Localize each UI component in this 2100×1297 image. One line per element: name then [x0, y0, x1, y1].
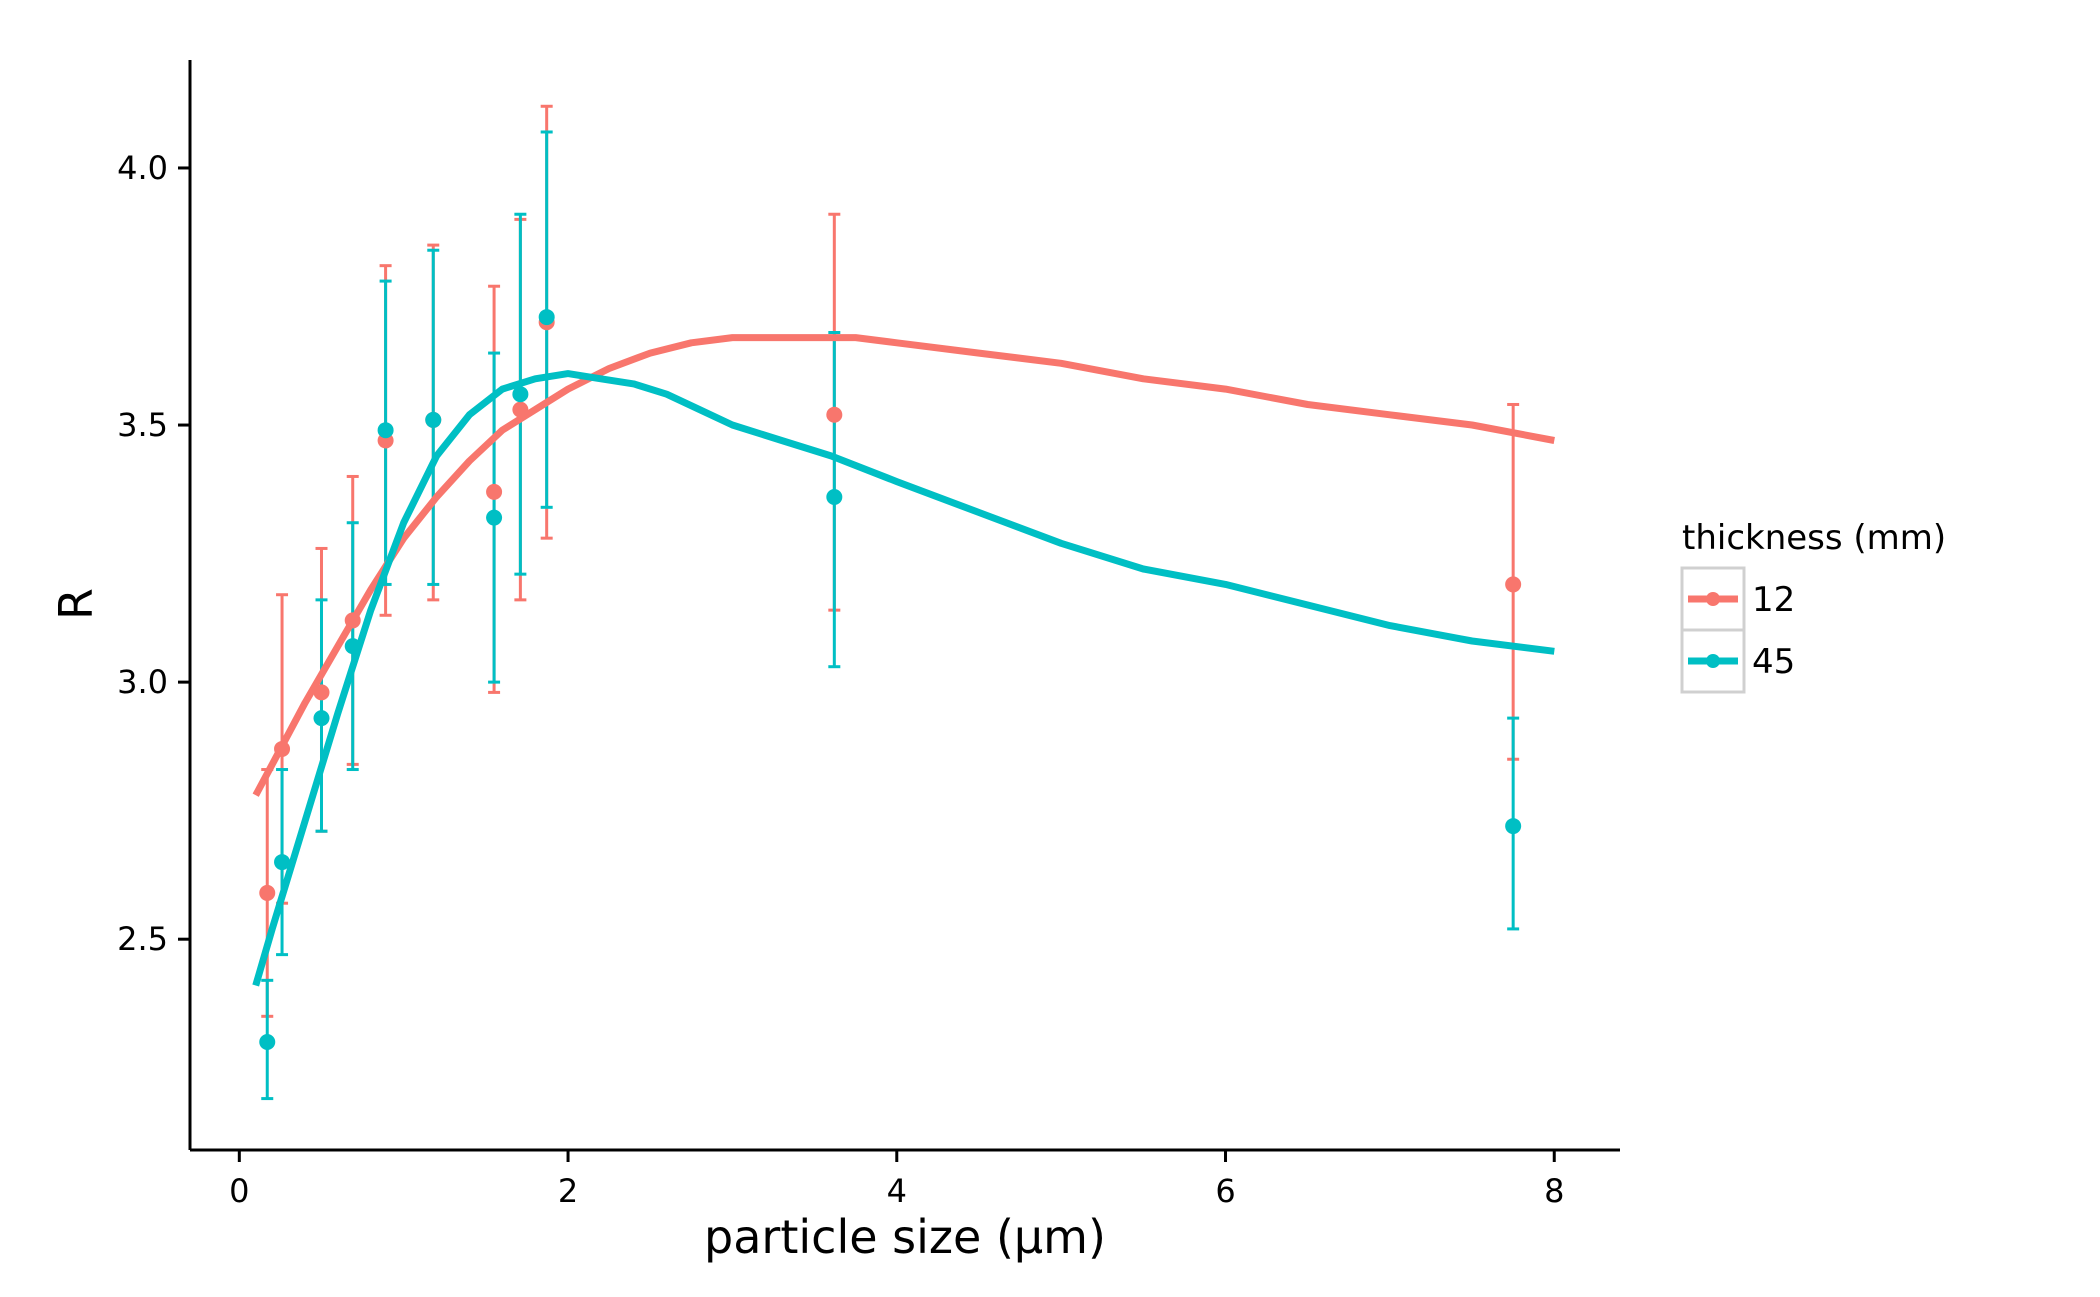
point-12-0	[259, 884, 276, 901]
fit-lines	[252, 334, 1555, 987]
point-45-1	[274, 854, 291, 871]
point-45-9	[826, 489, 843, 506]
legend-key-dot-45	[1706, 654, 1720, 668]
y-tick-label-3.5: 3.5	[117, 406, 168, 444]
y-axis-title: R	[49, 588, 103, 620]
point-45-7	[512, 386, 529, 403]
point-45-3	[344, 638, 361, 655]
legend-item-45: 45	[1680, 628, 1795, 694]
x-tick-label-6: 6	[1215, 1172, 1235, 1210]
point-45-10	[1505, 818, 1522, 835]
point-12-1	[274, 740, 291, 757]
point-45-4	[377, 422, 394, 439]
legend-label-45: 45	[1752, 642, 1795, 682]
data-points	[259, 309, 1522, 1051]
x-ticks: 0 2 4 6 8	[229, 1150, 1564, 1210]
legend-key-dot-12	[1706, 592, 1720, 606]
x-tick-label-0: 0	[229, 1172, 249, 1210]
x-tick-label-8: 8	[1544, 1172, 1564, 1210]
legend-item-12: 12	[1680, 566, 1795, 632]
x-tick-label-4: 4	[887, 1172, 907, 1210]
plot-area	[252, 104, 1555, 1101]
point-12-3	[344, 612, 361, 629]
y-tick-label-4.0: 4.0	[117, 149, 168, 187]
point-12-10	[1505, 576, 1522, 593]
point-45-8	[538, 309, 555, 326]
point-45-0	[259, 1034, 276, 1051]
point-45-6	[486, 509, 503, 526]
point-12-6	[486, 483, 503, 500]
fit-line-12	[252, 334, 1555, 797]
y-tick-label-2.5: 2.5	[117, 920, 168, 958]
legend-title: thickness (mm)	[1682, 518, 1946, 558]
x-tick-label-2: 2	[558, 1172, 578, 1210]
y-tick-label-3.0: 3.0	[117, 663, 168, 701]
point-45-2	[313, 710, 330, 727]
point-12-2	[313, 684, 330, 701]
legend-label-12: 12	[1752, 580, 1795, 620]
x-axis-title: particle size (µm)	[704, 1210, 1106, 1264]
point-12-7	[512, 401, 529, 418]
axes: 0 2 4 6 8 2.5 3.0 3.5 4.0	[117, 60, 1620, 1210]
point-12-9	[826, 406, 843, 423]
fit-line-45	[252, 370, 1555, 987]
point-45-5	[425, 411, 442, 428]
y-ticks: 2.5 3.0 3.5 4.0	[117, 149, 190, 958]
legend: thickness (mm) 12 45	[1680, 518, 1946, 694]
error-bars	[261, 104, 1520, 1101]
